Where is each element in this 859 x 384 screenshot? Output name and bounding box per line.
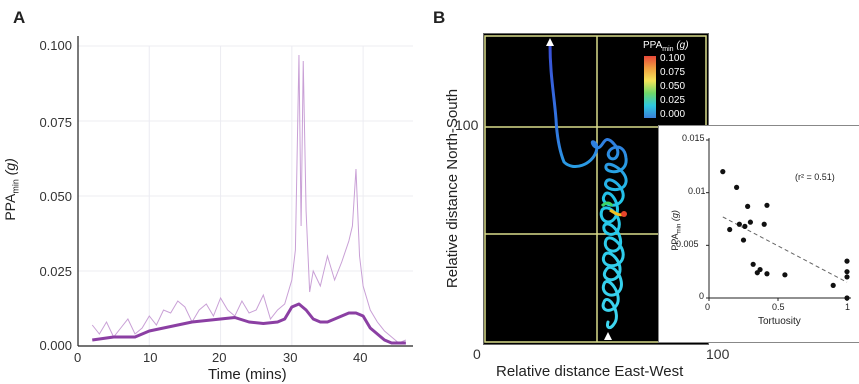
colorbar-tick: 0.000: [660, 109, 686, 120]
map-x-tick-label: 0: [473, 346, 481, 362]
colorbar-tick: 0.075: [660, 67, 686, 78]
inset-y-tick-label: 0: [699, 291, 705, 301]
inset-scatter: [658, 125, 859, 343]
inset-x-tick-label: 1: [845, 302, 851, 312]
x-tick-label: 0: [74, 350, 82, 365]
map-x-tick-label: 100: [706, 346, 730, 362]
inset-y-tick-label: 0.015: [682, 133, 705, 143]
scatter-point: [757, 266, 763, 273]
track-green-segment: [600, 201, 614, 208]
inset-y-title-unit: (g): [669, 210, 680, 222]
scatter-point: [844, 258, 850, 264]
map-x-axis-title: Relative distance East-West: [496, 363, 684, 380]
y-axis-title: PPAmin (g): [2, 158, 21, 221]
panel-a-grid: [78, 45, 413, 346]
inset-y-title-sub: min: [676, 223, 683, 234]
smoothed-series-line: [92, 302, 406, 345]
scatter-point: [745, 203, 751, 209]
map-y-axis-title: Relative distance North-South: [444, 88, 462, 289]
scatter-point: [782, 272, 788, 278]
inset-y-tick-label: 0.01: [688, 186, 706, 196]
x-tick-label: 30: [283, 350, 298, 365]
inset-points: [720, 169, 850, 301]
scatter-point: [844, 274, 850, 280]
scatter-point: [727, 226, 733, 233]
scatter-point: [742, 223, 748, 229]
colorbar-title-main: PPA: [643, 40, 663, 51]
y-tick-label: 0.075: [39, 115, 72, 130]
scatter-point: [734, 184, 740, 190]
scatter-point: [761, 221, 767, 227]
colorbar-tick: 0.100: [660, 53, 686, 64]
inset-x-tick-label: 0.5: [772, 302, 785, 312]
y-axis-title-main: PPA: [1, 193, 18, 221]
colorbar-title: PPAmin (g): [643, 40, 689, 53]
colorbar-tick: 0.025: [660, 95, 686, 106]
scatter-point: [720, 169, 726, 175]
scatter-point: [747, 219, 753, 225]
scatter-point: [750, 261, 756, 267]
scatter-point: [740, 237, 747, 243]
panel-b-letter: B: [433, 8, 446, 27]
scatter-point: [764, 202, 770, 208]
y-tick-label: 0.000: [39, 338, 72, 353]
colorbar-title-sub: min: [662, 46, 674, 53]
x-axis-title: Time (mins): [208, 366, 287, 383]
y-axis-title-unit: (g): [1, 158, 18, 176]
panel-a-letter: A: [13, 8, 26, 27]
scatter-point: [844, 269, 850, 275]
inset-scatter-svg: [706, 138, 851, 301]
smoothed-series: [92, 302, 406, 345]
inset-y-axis-title: PPAmin (g): [670, 210, 683, 251]
colorbar-tick: 0.050: [660, 81, 686, 92]
y-tick-label: 0.025: [39, 264, 72, 279]
track-start-arrow: [546, 38, 554, 46]
inset-x-axis-title: Tortuosity: [758, 316, 801, 327]
map-y-tick-label: 100: [455, 117, 479, 133]
x-tick-label: 40: [353, 350, 368, 365]
y-tick-label: 0.100: [39, 38, 72, 53]
scatter-point: [830, 282, 836, 288]
y-tick-label: 0.050: [39, 189, 72, 204]
inset-annotation: (r² = 0.51): [795, 172, 835, 182]
colorbar-title-unit: (g): [676, 40, 689, 51]
x-tick-label: 20: [212, 350, 227, 365]
colorbar: [644, 56, 656, 118]
inset-tick-marks: [706, 139, 848, 301]
panel-a-chart: [77, 36, 413, 347]
scatter-point: [736, 221, 742, 227]
inset-y-tick-label: 0.005: [676, 239, 699, 249]
track-end-arrow: [604, 332, 612, 340]
scatter-point: [844, 295, 850, 301]
inset-y-title-main: PPA: [669, 233, 680, 251]
movement-track: [548, 42, 628, 330]
x-tick-label: 10: [143, 350, 158, 365]
scatter-point: [764, 271, 770, 277]
y-axis-title-sub: min: [10, 179, 21, 194]
raw-series: [91, 54, 407, 344]
raw-series-line: [91, 54, 407, 344]
track-peak-marker: [621, 211, 627, 217]
inset-x-tick-label: 0: [705, 302, 711, 312]
